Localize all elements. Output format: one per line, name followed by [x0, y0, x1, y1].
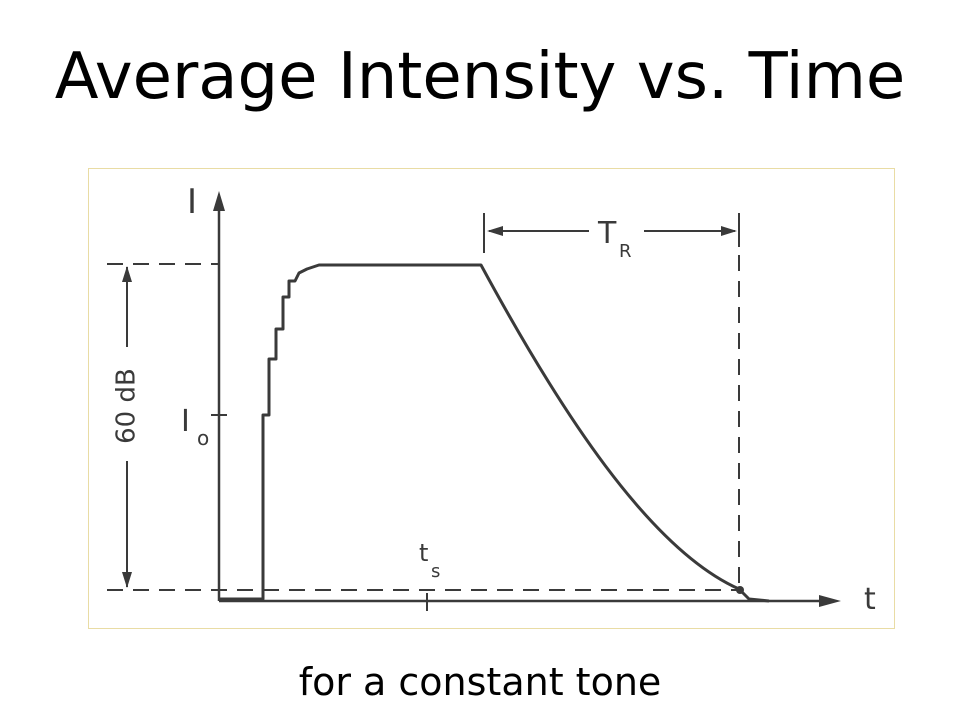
decay-end-dot: [736, 586, 744, 594]
reverb-time-label: T: [597, 216, 617, 251]
slide-title: Average Intensity vs. Time: [54, 40, 906, 114]
y-axis-label: I: [187, 182, 197, 222]
steady-intensity-label: I: [181, 404, 190, 439]
slide-subtitle: for a constant tone: [298, 660, 662, 704]
steady-intensity-subscript: o: [197, 426, 209, 450]
y-axis-arrowhead: [213, 191, 225, 211]
x-axis-label: t: [864, 582, 876, 617]
reverb-dimension-right-arrow: [721, 226, 737, 236]
intensity-curve: [219, 263, 770, 603]
diagram-canvas: 60 dB I I o T R t s t: [107, 182, 876, 617]
level-dimension-lower-arrow: [122, 572, 132, 588]
start-time-subscript: s: [431, 561, 440, 582]
level-dimension-upper-arrow: [122, 266, 132, 282]
level-difference-label: 60 dB: [112, 368, 142, 444]
reverb-dimension-left-arrow: [487, 226, 503, 236]
intensity-time-diagram: 60 dB I I o T R t s t: [88, 168, 895, 629]
x-axis-arrowhead: [819, 595, 841, 607]
reverb-time-subscript: R: [619, 241, 632, 262]
start-time-label: t: [419, 539, 428, 567]
